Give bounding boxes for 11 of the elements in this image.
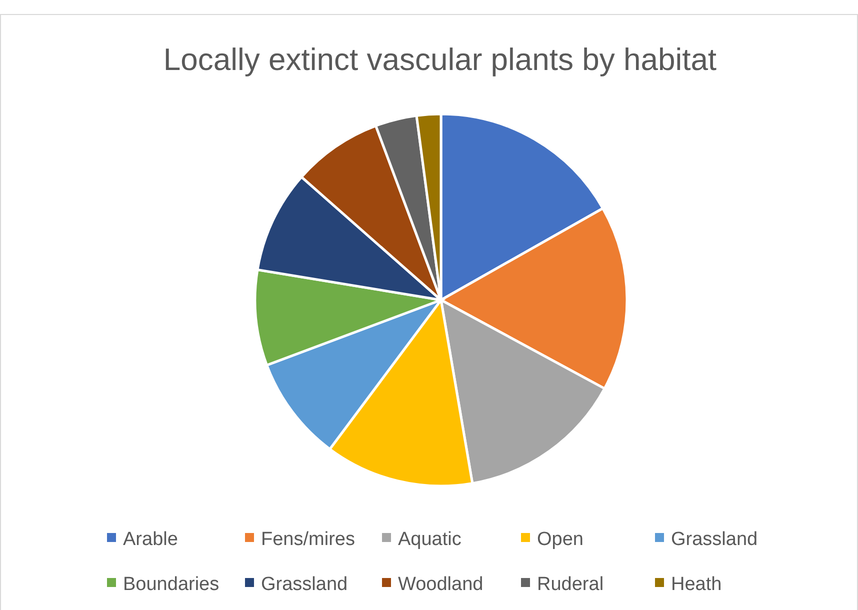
- legend-label: Open: [537, 529, 584, 550]
- legend-label: Fens/mires: [261, 529, 355, 550]
- legend-label: Grassland: [671, 529, 758, 550]
- legend-label: Heath: [671, 574, 722, 595]
- legend-label: Woodland: [398, 574, 484, 595]
- legend-label: Ruderal: [537, 574, 604, 595]
- legend-label: Grassland: [261, 574, 348, 595]
- legend-label: Boundaries: [123, 574, 220, 595]
- legend-label: Arable: [123, 529, 178, 550]
- legend-label: Aquatic: [398, 529, 462, 550]
- chart-title: Locally extinct vascular plants by habitat: [163, 42, 717, 77]
